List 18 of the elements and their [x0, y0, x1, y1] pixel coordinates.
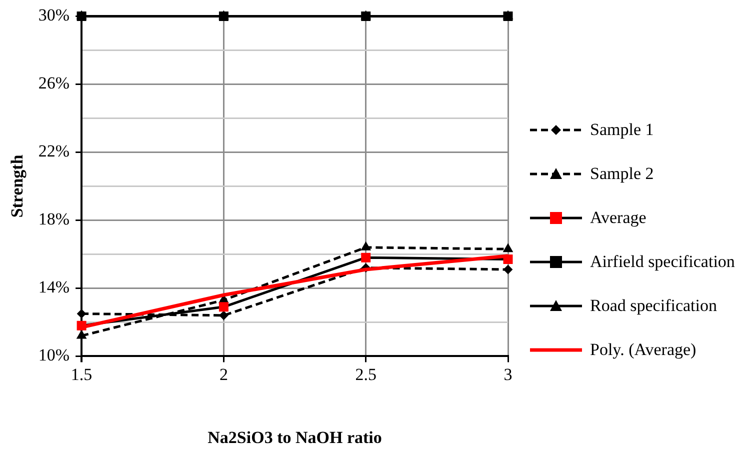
legend-label: Sample 1: [590, 120, 654, 140]
x-axis-title: Na2SiO3 to NaOH ratio: [208, 428, 382, 448]
y-tick-label: 14%: [38, 278, 70, 297]
y-tick-label: 10%: [38, 346, 70, 365]
x-tick-label: 3: [504, 364, 512, 384]
legend-label: Road specification: [590, 296, 717, 316]
y-tick-label: 22%: [38, 142, 70, 161]
x-tick-label: 2.5: [355, 364, 376, 384]
legend-label: Sample 2: [590, 164, 654, 184]
y-tick-label: 30%: [38, 6, 70, 25]
y-tick-label: 26%: [38, 74, 70, 93]
legend-label: Average: [590, 208, 646, 228]
legend-label: Poly. (Average): [590, 340, 696, 360]
x-tick-label: 2: [219, 364, 228, 384]
legend-label: Airfield specification: [590, 252, 735, 272]
y-axis-title: Strength: [8, 154, 27, 218]
y-tick-label: 18%: [38, 210, 70, 229]
x-tick-label: 1.5: [70, 364, 92, 384]
